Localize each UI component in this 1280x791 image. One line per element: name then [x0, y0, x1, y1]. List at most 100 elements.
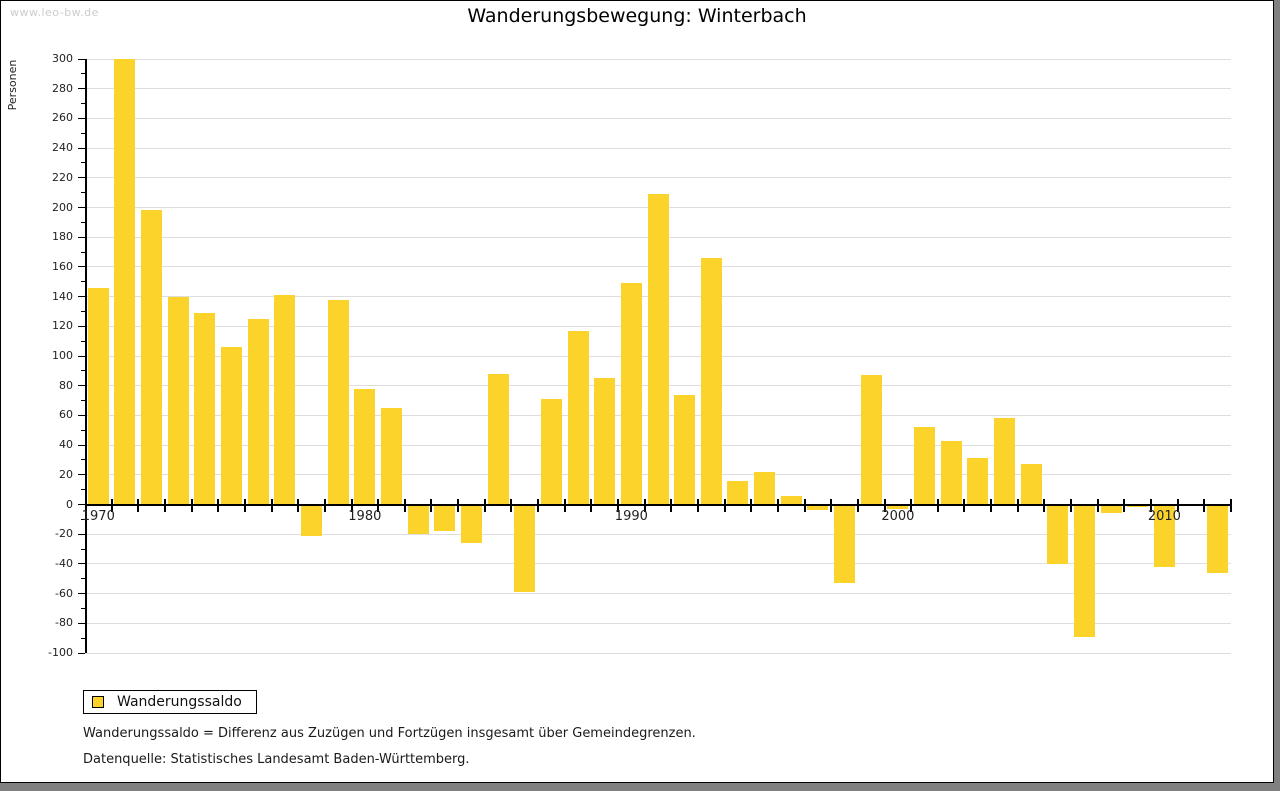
x-tick-label: 2010: [1147, 508, 1181, 524]
x-tick: [936, 498, 939, 512]
x-tick: [483, 498, 486, 512]
y-tick-label: 260: [52, 111, 73, 125]
x-tick: [803, 498, 806, 512]
y-tick-label: 40: [59, 438, 73, 452]
x-tick: [910, 498, 913, 512]
y-axis-line: [85, 59, 87, 653]
bar-1980: [354, 388, 376, 505]
x-tick: [377, 498, 380, 512]
bar-2001: [914, 427, 935, 505]
y-tick-label: 140: [52, 289, 73, 303]
x-tick: [1230, 498, 1232, 512]
x-tick: [243, 498, 246, 512]
bar-2006: [1047, 504, 1069, 564]
y-tick-label: -20: [55, 527, 73, 541]
x-tick: [776, 498, 779, 512]
chart-title: Wanderungsbewegung: Winterbach: [467, 5, 807, 27]
bar-2005: [1020, 464, 1042, 505]
y-major-tick: [78, 296, 85, 298]
x-tick: [217, 498, 220, 512]
y-minor-tick: [81, 281, 85, 283]
x-tick: [537, 498, 540, 512]
gridline: [85, 622, 1231, 624]
x-tick: [856, 498, 859, 512]
x-tick: [670, 498, 673, 512]
y-major-tick: [78, 563, 85, 565]
gridline: [85, 88, 1231, 90]
bar-2002: [940, 440, 962, 505]
y-minor-tick: [81, 518, 85, 520]
y-major-tick: [78, 385, 85, 387]
bar-1991: [647, 194, 669, 505]
y-tick-label: 280: [52, 81, 73, 95]
x-tick: [1150, 498, 1153, 512]
x-tick: [1043, 498, 1046, 512]
legend-swatch-icon: [92, 696, 104, 708]
y-minor-tick: [81, 637, 85, 639]
bar-1971: [114, 59, 136, 505]
bar-2009: [1127, 504, 1149, 508]
x-tick: [750, 498, 753, 512]
gridline: [85, 117, 1231, 119]
y-minor-tick: [81, 103, 85, 105]
y-tick-label: 100: [52, 349, 73, 362]
gridline: [85, 563, 1231, 565]
y-minor-tick: [81, 162, 85, 164]
y-major-tick: [78, 593, 85, 595]
x-tick: [1070, 498, 1073, 512]
gridline: [85, 177, 1231, 179]
y-minor-tick: [81, 370, 85, 372]
x-tick: [137, 498, 140, 512]
y-major-tick: [78, 147, 85, 149]
footnote-definition: Wanderungssaldo = Differenz aus Zuzügen …: [83, 726, 696, 741]
bar-1992: [674, 394, 696, 505]
x-tick: [190, 498, 193, 512]
bar-1987: [540, 399, 562, 505]
x-tick-label: 1990: [614, 508, 648, 524]
bar-1999: [860, 375, 882, 505]
y-minor-tick: [81, 310, 85, 312]
gridline: [85, 593, 1231, 595]
y-tick-label: 300: [52, 52, 73, 65]
x-tick: [1096, 498, 1099, 512]
y-major-tick: [78, 236, 85, 238]
x-tick: [1176, 498, 1179, 512]
x-tick: [696, 498, 699, 512]
y-minor-tick: [81, 548, 85, 550]
y-major-tick: [78, 355, 85, 357]
bar-1983: [434, 504, 456, 532]
y-tick-label: -60: [55, 586, 73, 600]
y-major-tick: [78, 88, 85, 90]
y-major-tick: [78, 177, 85, 179]
x-tick: [510, 498, 513, 512]
y-minor-tick: [81, 73, 85, 75]
gridline: [85, 58, 1231, 60]
x-tick: [617, 498, 620, 512]
x-tick: [457, 498, 460, 512]
x-tick: [403, 498, 406, 512]
x-tick: [590, 498, 593, 512]
x-tick: [563, 498, 566, 512]
bar-1979: [327, 299, 349, 505]
y-minor-tick: [81, 489, 85, 491]
y-tick-label: 80: [59, 378, 73, 392]
y-minor-tick: [81, 192, 85, 194]
x-tick: [163, 498, 166, 512]
y-major-tick: [78, 652, 85, 654]
x-tick: [1016, 498, 1019, 512]
bar-1984: [460, 504, 482, 544]
bar-2010: [1153, 504, 1175, 567]
bar-1997: [807, 504, 829, 511]
x-tick: [643, 498, 646, 512]
y-major-tick: [78, 622, 85, 624]
x-tick: [430, 498, 433, 512]
y-minor-tick: [81, 251, 85, 253]
bar-1978: [301, 504, 323, 536]
x-tick: [963, 498, 966, 512]
y-major-tick: [78, 414, 85, 416]
bar-1986: [514, 504, 536, 593]
y-tick-label: 60: [59, 408, 73, 422]
gridline: [85, 147, 1231, 149]
bar-2007: [1073, 504, 1095, 637]
